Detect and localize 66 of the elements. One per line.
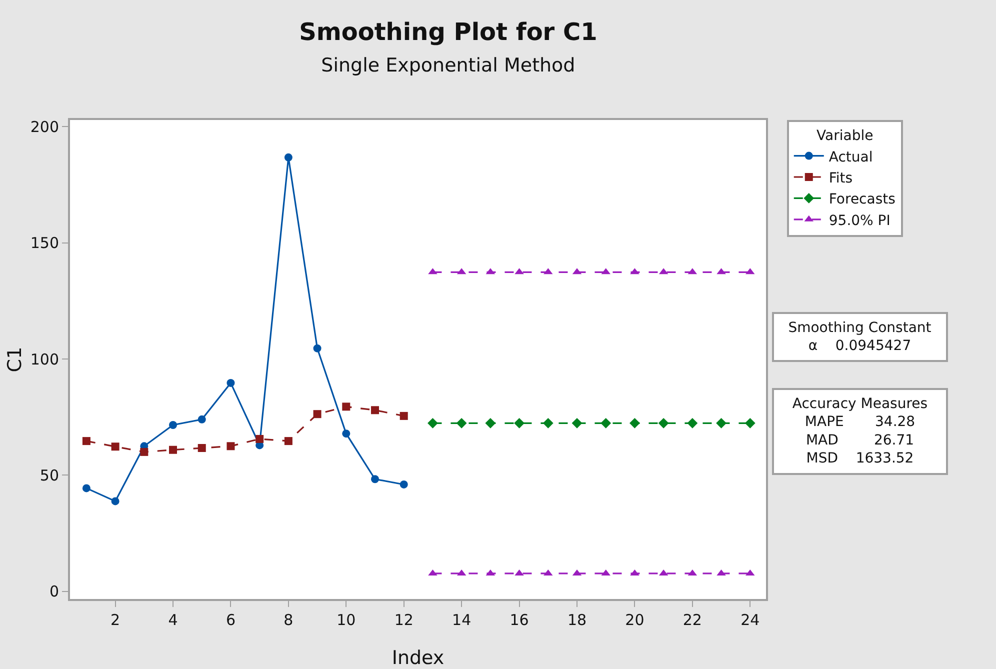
point bbox=[342, 402, 350, 411]
point bbox=[226, 442, 235, 450]
point bbox=[313, 410, 322, 418]
x-tick-label: 14 bbox=[452, 611, 472, 629]
legend-label: Actual bbox=[828, 149, 873, 166]
point bbox=[342, 430, 350, 438]
point bbox=[198, 444, 206, 452]
point bbox=[658, 418, 669, 428]
y-tick-label: 50 bbox=[40, 466, 59, 484]
y-tick-label: 200 bbox=[30, 118, 59, 136]
point bbox=[169, 446, 178, 454]
legend-title: Variable bbox=[816, 128, 874, 144]
chart-title: Smoothing Plot for C1 bbox=[299, 18, 598, 46]
x-tick-label: 24 bbox=[740, 611, 760, 629]
x-tick-label: 4 bbox=[168, 611, 178, 629]
point bbox=[284, 437, 292, 446]
point bbox=[400, 412, 408, 420]
y-tick-label: 0 bbox=[49, 582, 59, 601]
text: Smoothing Constant bbox=[788, 320, 932, 336]
x-tick-label: 20 bbox=[625, 611, 644, 629]
point bbox=[169, 421, 178, 430]
point bbox=[284, 153, 292, 162]
x-tick-label: 8 bbox=[284, 611, 294, 629]
x-tick-label: 22 bbox=[682, 611, 702, 629]
point bbox=[600, 418, 612, 428]
chart-subtitle: Single Exponential Method bbox=[321, 54, 576, 76]
point bbox=[82, 437, 90, 446]
x-tick-label: 10 bbox=[336, 611, 356, 629]
point bbox=[428, 418, 438, 428]
text: α 0.0945427 bbox=[808, 338, 912, 354]
point bbox=[256, 434, 264, 443]
point bbox=[140, 448, 148, 456]
point bbox=[716, 418, 726, 428]
point bbox=[744, 418, 756, 428]
legend-label: 95.0% PI bbox=[828, 212, 890, 229]
point bbox=[226, 378, 235, 387]
point bbox=[572, 418, 582, 428]
legend-label: Fits bbox=[828, 170, 853, 186]
y-tick-label: 150 bbox=[30, 234, 59, 252]
point bbox=[371, 475, 379, 484]
point bbox=[198, 415, 206, 424]
point bbox=[111, 497, 120, 506]
y-tick-label: 100 bbox=[30, 350, 59, 368]
text: Accuracy Measures bbox=[792, 396, 928, 412]
legend-label: Forecasts bbox=[828, 192, 896, 208]
x-axis-title: Index bbox=[392, 647, 444, 669]
point bbox=[82, 484, 90, 492]
point bbox=[630, 418, 640, 428]
text: MAPE 34.28 bbox=[804, 414, 916, 430]
point bbox=[313, 344, 322, 352]
text: MSD 1633.52 bbox=[806, 450, 914, 467]
point bbox=[371, 406, 379, 414]
point bbox=[542, 418, 554, 428]
y-axis-title: C1 bbox=[4, 346, 26, 372]
x-tick-label: 16 bbox=[510, 611, 529, 629]
x-tick-label: 2 bbox=[110, 611, 120, 629]
text: MAD 26.71 bbox=[806, 432, 914, 448]
x-tick-label: 18 bbox=[567, 611, 587, 629]
x-tick-label: 12 bbox=[394, 611, 414, 629]
point bbox=[111, 442, 120, 451]
x-tick-label: 6 bbox=[226, 611, 236, 629]
point bbox=[514, 418, 524, 428]
point bbox=[687, 418, 698, 428]
point bbox=[456, 418, 467, 428]
point bbox=[485, 418, 496, 428]
point bbox=[400, 480, 408, 488]
